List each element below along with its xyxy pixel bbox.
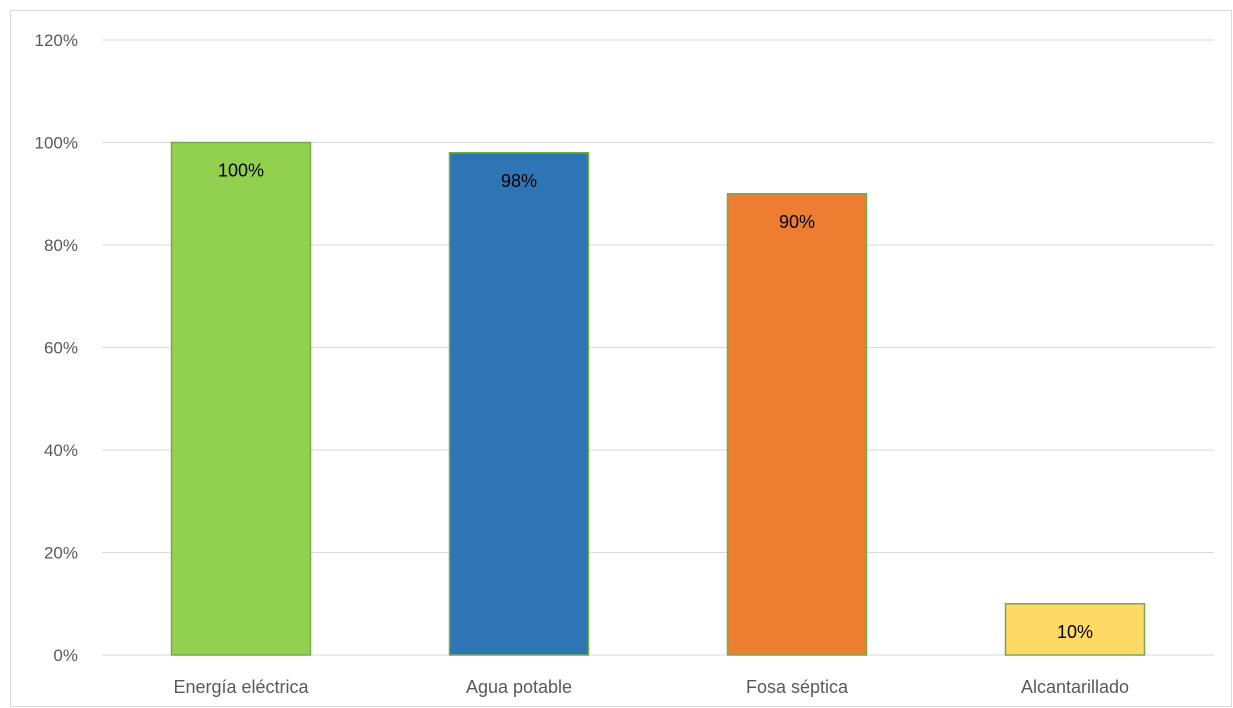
y-tick-label: 40% — [44, 441, 78, 460]
y-tick-label: 100% — [35, 134, 78, 153]
x-category-label: Agua potable — [466, 677, 572, 697]
x-category-label: Alcantarillado — [1021, 677, 1129, 697]
x-axis-categories: Energía eléctrica Agua potable Fosa séptic… — [173, 677, 1129, 697]
y-tick-label: 120% — [35, 31, 78, 50]
data-label: 100% — [218, 161, 264, 181]
y-tick-label: 20% — [44, 544, 78, 563]
bars — [170, 141, 1146, 656]
bar — [170, 141, 312, 656]
x-category-label: Fosa séptica — [746, 677, 849, 697]
x-category-label: Energía eléctrica — [173, 677, 309, 697]
y-tick-label: 60% — [44, 339, 78, 358]
bar — [726, 193, 868, 656]
data-label: 10% — [1057, 622, 1093, 642]
bar — [1004, 603, 1146, 656]
y-axis-ticks: 0% 20% 40% 60% 80% 100% 120% — [35, 31, 78, 665]
data-label: 98% — [501, 171, 537, 191]
data-labels: 100% 98% 90% 10% — [218, 161, 1093, 642]
y-tick-label: 0% — [53, 646, 78, 665]
data-label: 90% — [779, 212, 815, 232]
y-tick-label: 80% — [44, 236, 78, 255]
bar — [448, 152, 590, 656]
